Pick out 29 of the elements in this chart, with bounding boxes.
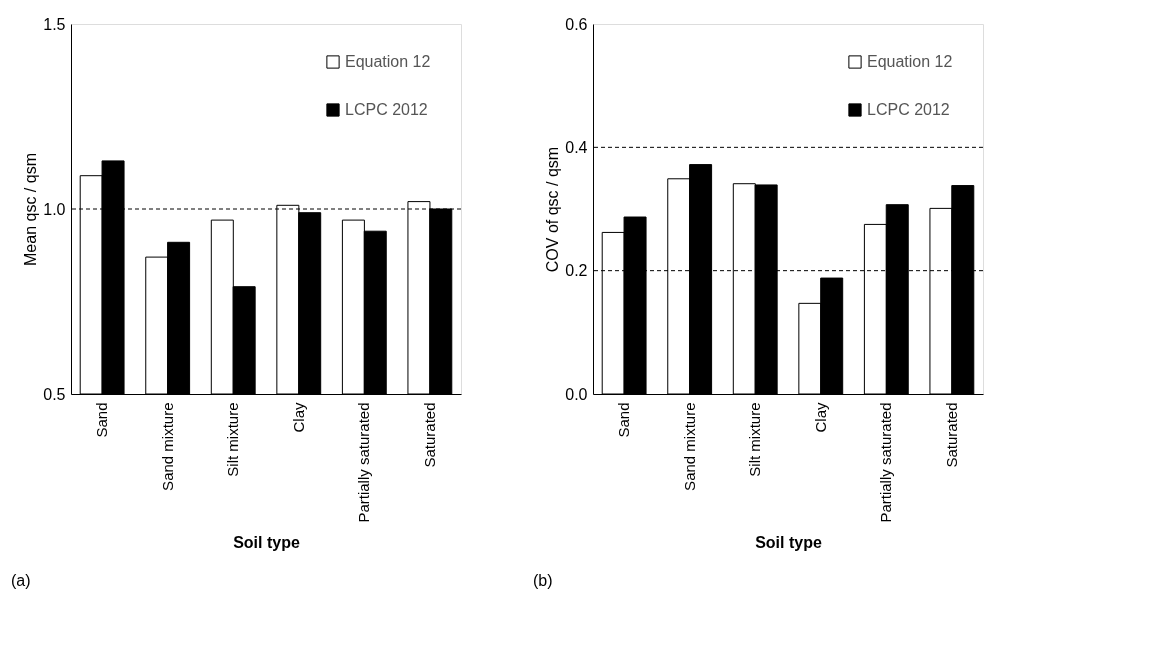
x-tick-label: Sand xyxy=(615,402,633,438)
x-tick-label: Saturated xyxy=(942,402,960,468)
x-tick-label: Silt mixture xyxy=(746,402,764,477)
y-tick-label: 0.2 xyxy=(565,262,588,280)
x-tick-label: Sand mixture xyxy=(158,402,176,491)
text: (a) xyxy=(11,572,31,589)
x-tick-label: Partially saturated xyxy=(355,402,373,523)
y-tick-label: 1.5 xyxy=(43,15,66,33)
x-tick-label: Silt mixture xyxy=(224,402,242,477)
y-tick-label: 0.0 xyxy=(565,385,588,403)
x-tick-label: Clay xyxy=(289,402,307,433)
x-tick-label: Sand xyxy=(93,402,111,438)
y-tick-label: 0.5 xyxy=(43,385,66,403)
x-tick-label: Partially saturated xyxy=(877,402,895,523)
y-tick-label: 1.0 xyxy=(43,200,66,218)
x-axis-title: Soil type xyxy=(233,533,300,551)
y-tick-label: 0.6 xyxy=(565,15,588,33)
y-axis-title: COV of qsc / qsm xyxy=(544,146,562,273)
legend-label: LCPC 2012 xyxy=(867,101,950,118)
text: (b) xyxy=(533,572,553,589)
x-axis-title: Soil type xyxy=(755,533,822,551)
legend-label: Equation 12 xyxy=(867,53,953,70)
y-axis-title: Mean qsc / qsm xyxy=(22,153,40,266)
x-tick-label: Saturated xyxy=(420,402,438,468)
y-tick-label: 0.4 xyxy=(565,138,588,156)
legend-label: Equation 12 xyxy=(345,53,431,70)
x-tick-label: Clay xyxy=(811,402,829,433)
legend-label: LCPC 2012 xyxy=(345,101,428,118)
x-tick-label: Sand mixture xyxy=(680,402,698,491)
